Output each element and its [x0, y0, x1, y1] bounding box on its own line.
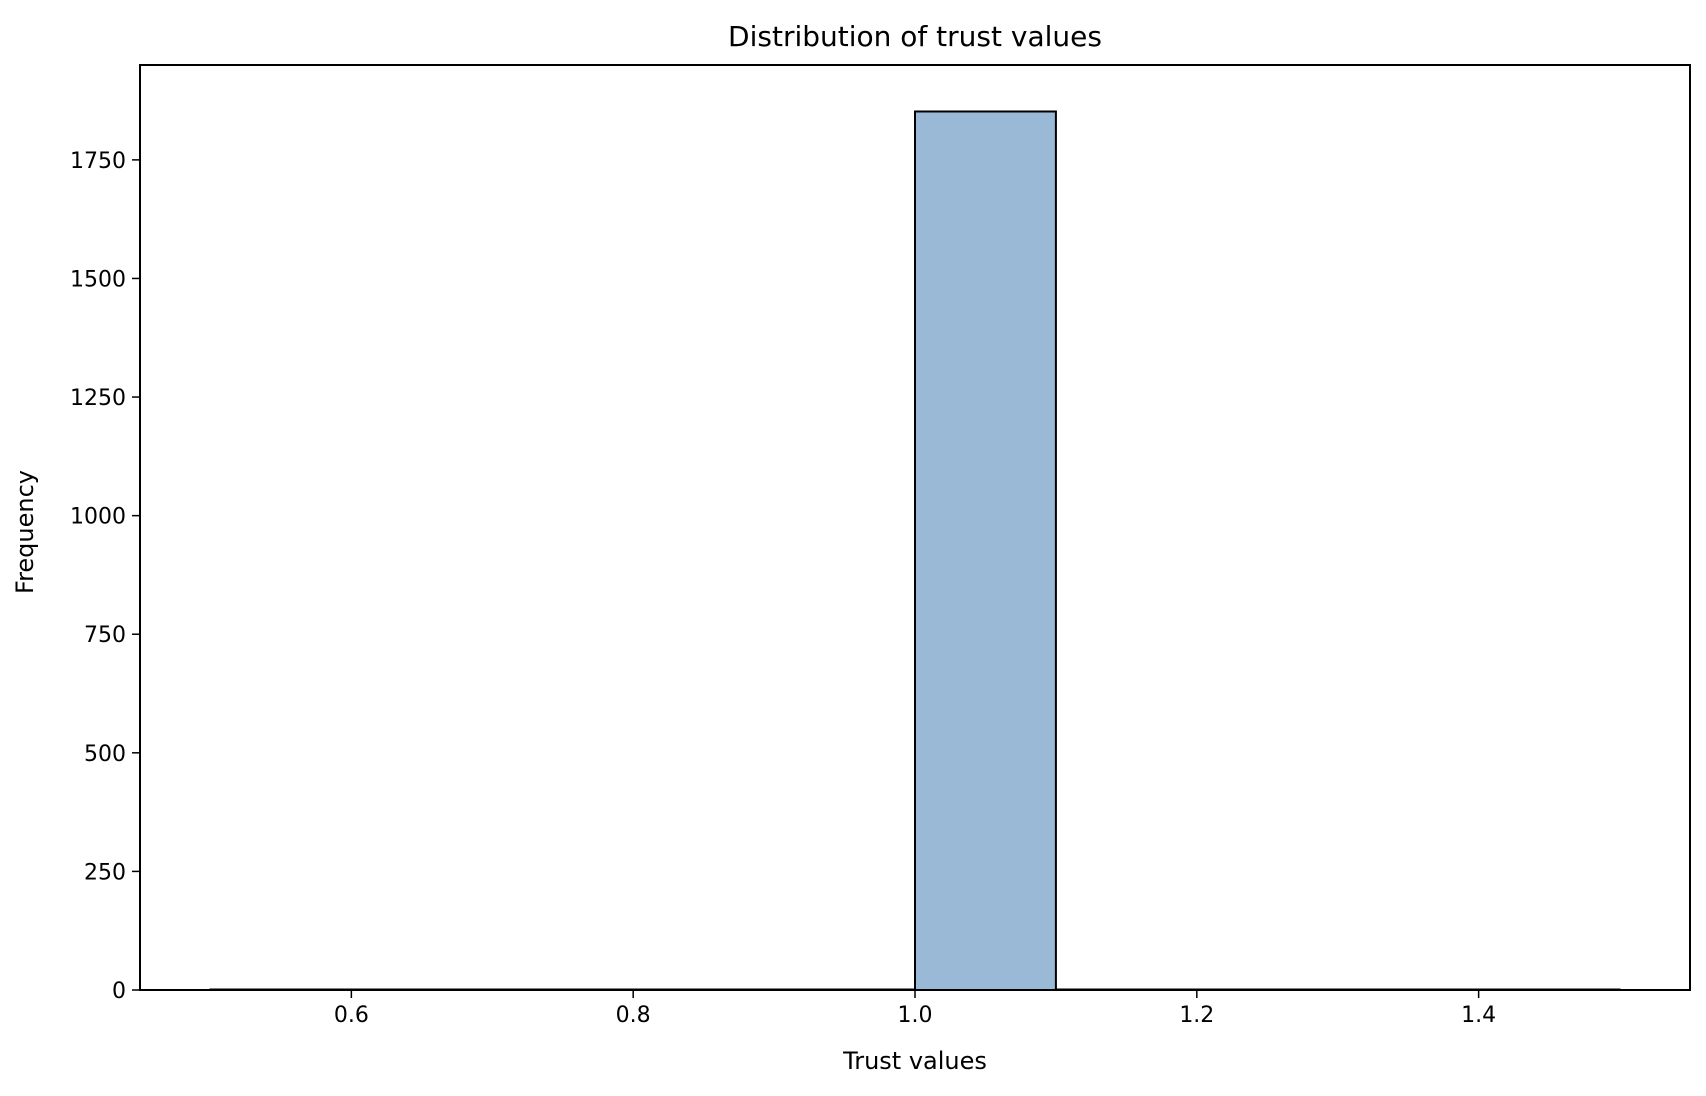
y-tick-label: 1750	[70, 149, 126, 174]
x-tick-label: 1.4	[1461, 1003, 1496, 1028]
y-tick-label: 250	[84, 860, 126, 885]
y-tick-label: 500	[84, 742, 126, 767]
y-axis-label: Frequency	[11, 470, 39, 594]
x-axis-label: Trust values	[842, 1047, 987, 1075]
plot-area: 0.6 0.8 1.0 1.2 1.4 0 250 500 750 1000 1250 1500 175…	[70, 64, 1691, 1028]
x-tick-label: 1.2	[1179, 1003, 1214, 1028]
y-tick-label: 750	[84, 623, 126, 648]
y-tick-label: 1000	[70, 505, 126, 530]
chart-title: Distribution of trust values	[728, 20, 1102, 53]
x-tick-label: 0.8	[616, 1003, 651, 1028]
x-tick-label: 1.0	[898, 1003, 933, 1028]
histogram-bar	[914, 110, 1057, 991]
x-tick-label: 0.6	[334, 1003, 369, 1028]
y-tick-label: 1500	[70, 267, 126, 292]
y-tick-label: 1250	[70, 386, 126, 411]
y-tick-label: 0	[112, 979, 126, 1004]
